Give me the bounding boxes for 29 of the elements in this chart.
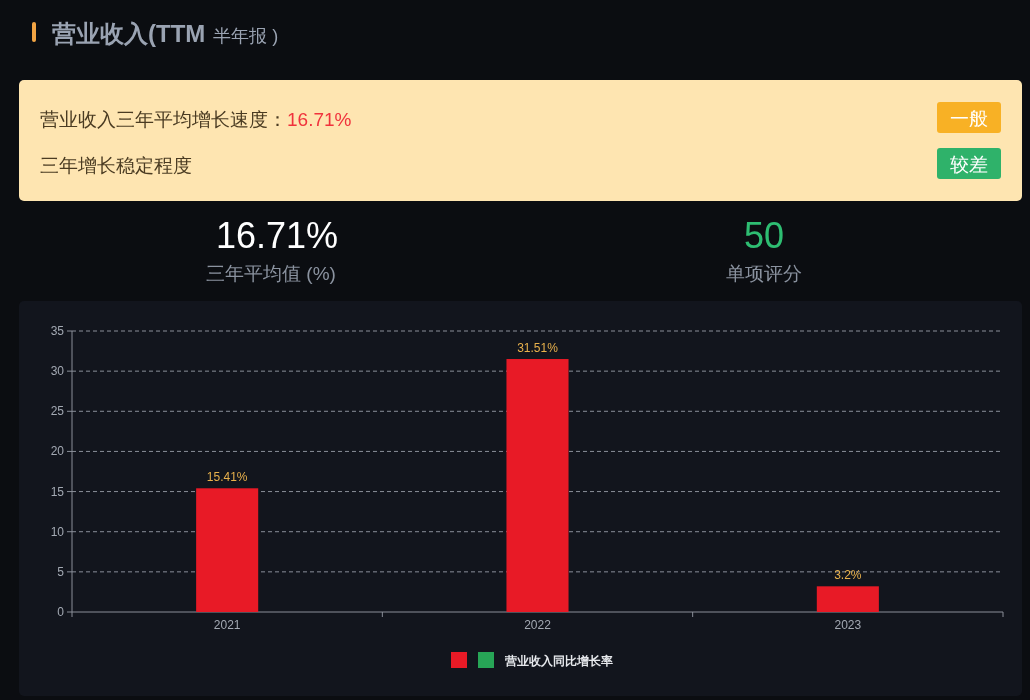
text: 一般 [950, 108, 988, 129]
text: 半年报 ) [213, 26, 279, 46]
y-tick-label: 20 [50, 444, 65, 459]
bar [196, 488, 259, 612]
text: 16.71% [287, 109, 352, 130]
text: 单项评分 [726, 263, 802, 284]
bar [816, 586, 879, 612]
data-label: 31.51% [517, 341, 559, 356]
y-tick-label: 25 [50, 404, 65, 419]
legend: 营业收入同比增长率 [451, 652, 613, 668]
data-label: 3.2% [834, 568, 862, 583]
x-tick-label: 2021 [213, 618, 241, 632]
x-tick-label: 2022 [524, 618, 552, 632]
y-tick-label: 5 [57, 564, 65, 579]
text: 较差 [950, 154, 988, 175]
text: 营业收入(TTM [51, 20, 206, 47]
text: 营业收入三年平均增长速度： [40, 109, 287, 130]
text: 50 [743, 215, 785, 256]
bar [506, 359, 569, 612]
y-tick-label: 0 [57, 605, 65, 619]
text: 三年增长稳定程度 [40, 155, 192, 176]
y-tick-label: 15 [50, 484, 65, 499]
text: 16.71% [215, 215, 339, 256]
data-label: 15.41% [206, 470, 248, 485]
x-tick-label: 2023 [834, 618, 862, 632]
text: 三年平均值 (%) [206, 263, 336, 284]
y-tick-label: 10 [50, 524, 65, 539]
y-tick-label: 30 [50, 364, 65, 379]
y-tick-label: 35 [50, 324, 65, 338]
